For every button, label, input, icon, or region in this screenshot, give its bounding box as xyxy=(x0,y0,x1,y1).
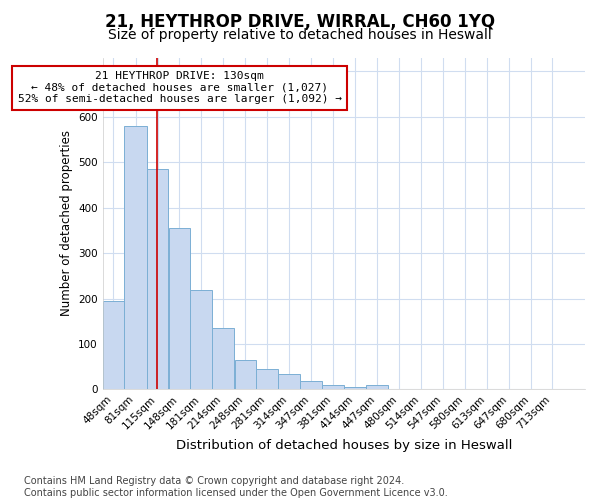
Bar xyxy=(212,328,235,390)
Text: Size of property relative to detached houses in Heswall: Size of property relative to detached ho… xyxy=(108,28,492,42)
Bar xyxy=(190,290,212,390)
Bar xyxy=(278,374,300,390)
Y-axis label: Number of detached properties: Number of detached properties xyxy=(59,130,73,316)
Bar xyxy=(322,385,344,390)
Bar xyxy=(124,126,146,390)
Bar xyxy=(235,360,256,390)
Bar xyxy=(147,169,169,390)
X-axis label: Distribution of detached houses by size in Heswall: Distribution of detached houses by size … xyxy=(176,440,512,452)
Bar xyxy=(344,387,366,390)
Bar xyxy=(366,386,388,390)
Bar xyxy=(300,382,322,390)
Text: Contains HM Land Registry data © Crown copyright and database right 2024.
Contai: Contains HM Land Registry data © Crown c… xyxy=(24,476,448,498)
Bar xyxy=(103,301,124,390)
Bar xyxy=(256,369,278,390)
Bar xyxy=(169,228,190,390)
Text: 21 HEYTHROP DRIVE: 130sqm
← 48% of detached houses are smaller (1,027)
52% of se: 21 HEYTHROP DRIVE: 130sqm ← 48% of detac… xyxy=(18,71,342,104)
Text: 21, HEYTHROP DRIVE, WIRRAL, CH60 1YQ: 21, HEYTHROP DRIVE, WIRRAL, CH60 1YQ xyxy=(105,12,495,30)
